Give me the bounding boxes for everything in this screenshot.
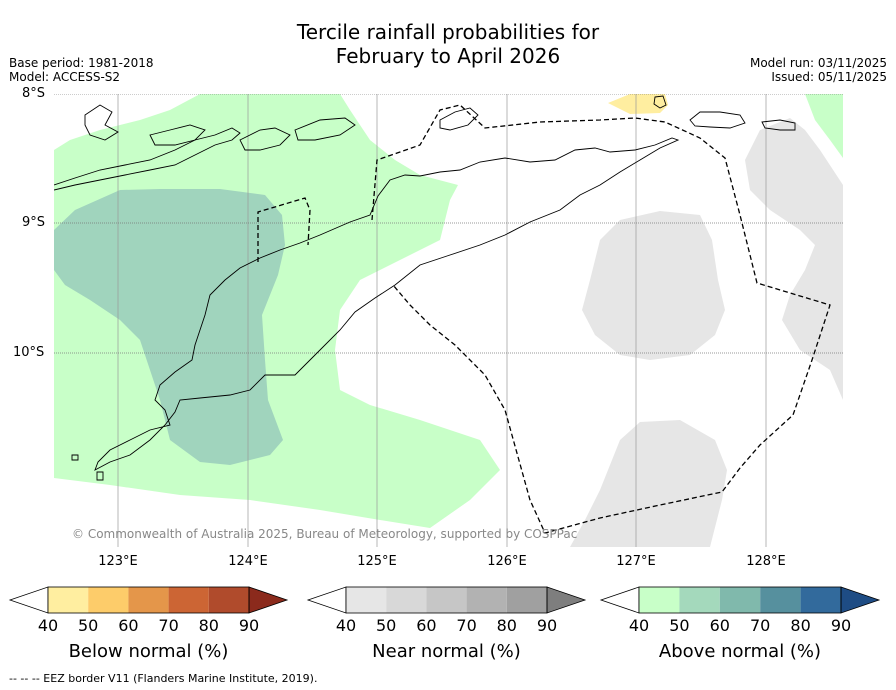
above-normal-50-region — [54, 189, 285, 465]
colorbar-segment — [679, 587, 720, 613]
island-d — [294, 117, 356, 141]
colorbar-segment — [208, 587, 249, 613]
title-line-2: February to April 2026 — [335, 44, 561, 68]
colorbar-upper-extend — [546, 586, 587, 614]
colorbar-tick-label: 50 — [669, 616, 690, 635]
colorbar-segment — [168, 587, 209, 613]
colorbar-tick-label: 60 — [118, 616, 139, 635]
colorbar-tick-label: 40 — [628, 616, 650, 635]
issued-date: Issued: 05/11/2025 — [771, 70, 887, 84]
title-line-1: Tercile rainfall probabilities for — [296, 20, 600, 44]
colorbar-tick-label: 90 — [536, 616, 558, 635]
colorbar-outline — [638, 586, 842, 614]
below-normal-40-region — [608, 94, 668, 114]
colorbar-segment — [719, 587, 761, 613]
lon-label-123e: 123°E — [98, 554, 138, 569]
meta-right: Model run: 03/11/2025 Issued: 05/11/2025 — [750, 56, 887, 84]
colorbar-segment — [760, 587, 801, 613]
colorbar-upper-extend — [840, 586, 881, 614]
colorbar-tick-label: 40 — [37, 616, 59, 635]
map-title: Tercile rainfall probabilities for Febru… — [0, 20, 896, 68]
lon-label-128e: 128°E — [746, 554, 786, 569]
island-wetar — [439, 107, 479, 131]
colorbar-lower-extend — [8, 586, 49, 614]
graticule — [117, 94, 767, 547]
meta-left: Base period: 1981-2018 Model: ACCESS-S2 — [9, 56, 154, 84]
island-rote — [71, 454, 79, 461]
map-area — [54, 94, 843, 547]
model-run: Model run: 03/11/2025 — [749, 56, 887, 70]
colorbar-segment — [128, 587, 169, 613]
colorbar-tick-label: 70 — [750, 616, 771, 635]
timor-coastline — [94, 137, 680, 471]
near-normal-region-3 — [745, 118, 843, 400]
eez-legend-footer: -- -- -- EEZ border V11 (Flanders Marine… — [9, 672, 318, 685]
island-c — [239, 127, 291, 151]
eez-border — [257, 104, 831, 534]
model-name: Model: ACCESS-S2 — [9, 70, 121, 84]
colorbar-tick-label: 90 — [830, 616, 852, 635]
colorbar-lower-extend — [599, 586, 640, 614]
colorbar-tick-label: 90 — [238, 616, 260, 635]
colorbar-title: Below normal (%) — [68, 641, 229, 662]
colorbar-tick-label: 60 — [709, 616, 730, 635]
colorbar-title: Above normal (%) — [658, 641, 822, 662]
island-f — [689, 111, 746, 129]
colorbar-tick-label: 60 — [416, 616, 437, 635]
colorbar-title: Near normal (%) — [372, 641, 521, 662]
island-g — [761, 119, 796, 131]
lon-label-125e: 125°E — [357, 554, 397, 569]
base-period: Base period: 1981-2018 — [9, 56, 154, 70]
colorbar-segment — [88, 587, 129, 613]
colorbar-lower-extend — [306, 586, 347, 614]
colorbar-segment — [639, 587, 680, 613]
island-a — [84, 104, 119, 141]
near-normal-region-2 — [570, 420, 727, 547]
above-normal-topright-region — [805, 94, 843, 158]
colorbar-tick-label: 70 — [456, 616, 477, 635]
island-semau — [96, 471, 104, 481]
lon-label-126e: 126°E — [487, 554, 527, 569]
colorbar-above — [599, 586, 881, 614]
near-normal-region-1 — [582, 211, 725, 360]
copyright-credit: © Commonwealth of Australia 2025, Bureau… — [72, 527, 578, 541]
colorbar-segment — [426, 587, 467, 613]
colorbar-tick-label: 80 — [790, 616, 811, 635]
parallels — [54, 94, 843, 354]
coastlines — [54, 95, 796, 481]
island-e — [653, 95, 667, 109]
colorbar-segment — [48, 587, 89, 613]
colorbar-segment — [346, 587, 387, 613]
colorbar-segment — [386, 587, 427, 613]
lon-label-124e: 124°E — [228, 554, 268, 569]
lon-label-127e: 127°E — [616, 554, 656, 569]
colorbar-near — [306, 586, 587, 614]
colorbar-tick-label: 50 — [78, 616, 99, 635]
lat-label-8s: 8°S — [22, 86, 46, 101]
colorbar-tick-label: 80 — [198, 616, 219, 635]
colorbar-tick-label: 80 — [496, 616, 517, 635]
colorbar-tick-label: 70 — [158, 616, 179, 635]
colorbar-outline — [345, 586, 548, 614]
colorbar-segment — [466, 587, 507, 613]
colorbar-segment — [506, 587, 547, 613]
colorbar-tick-label: 50 — [376, 616, 397, 635]
colorbar-outline — [47, 586, 250, 614]
island-b — [149, 124, 206, 146]
lat-label-10s: 10°S — [13, 345, 45, 360]
north-islands-coastline — [54, 127, 241, 191]
lat-label-9s: 9°S — [22, 215, 46, 230]
colorbar-tick-label: 40 — [335, 616, 357, 635]
colorbar-upper-extend — [248, 586, 289, 614]
colorbar-segment — [800, 587, 841, 613]
colorbar-below — [8, 586, 289, 614]
